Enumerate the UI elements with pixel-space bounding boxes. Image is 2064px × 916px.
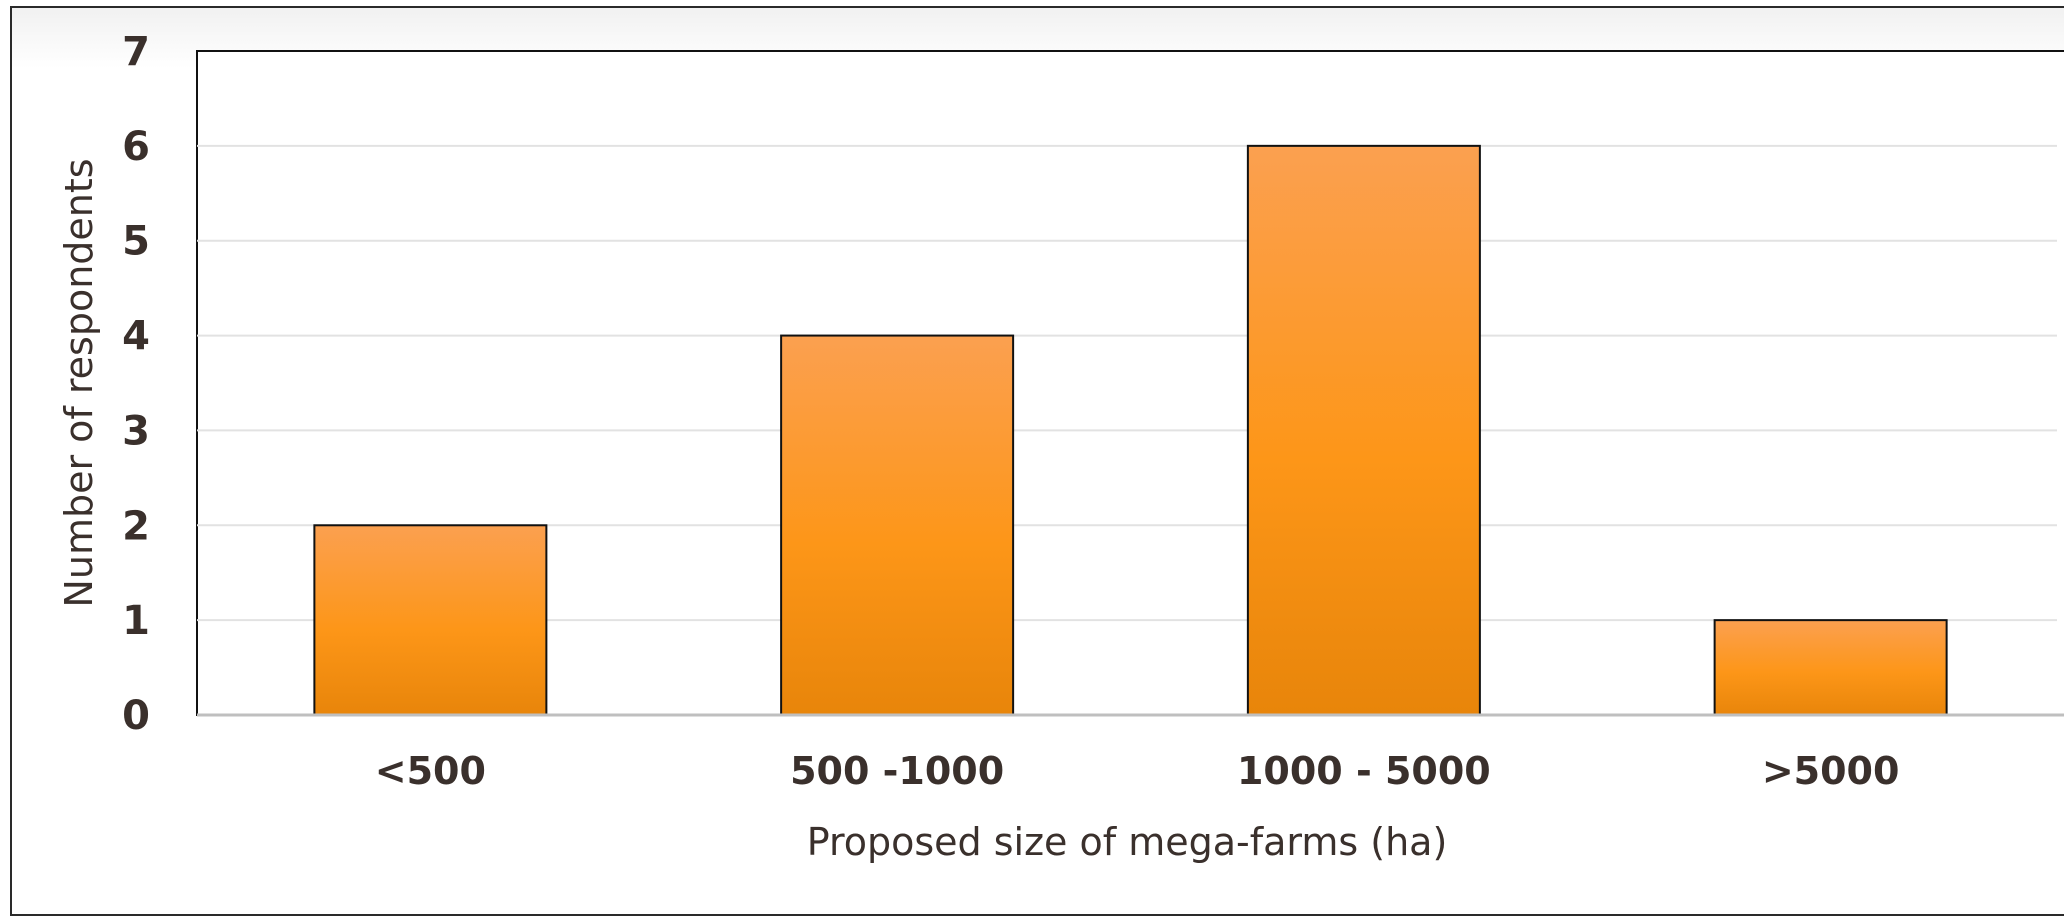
gridlines [197,144,2057,622]
y-tick-label: 5 [122,219,150,265]
y-axis-ticks: 0 1 2 3 4 5 6 7 [122,29,150,739]
x-tick-label: >5000 [1762,749,1900,793]
y-tick-label: 4 [122,314,150,360]
y-tick-label: 3 [122,408,150,454]
y-tick-label: 7 [122,29,150,75]
bar [313,524,548,716]
bar [780,334,1015,716]
y-axis-title: Number of respondents [57,158,101,607]
x-axis-title: Proposed size of mega-farms (ha) [807,820,1448,864]
y-tick-label: 2 [122,503,150,549]
x-axis-ticks: <500 500 -1000 1000 - 5000 >5000 [375,749,1900,793]
x-tick-label: 1000 - 5000 [1237,749,1491,793]
x-tick-label: 500 -1000 [790,749,1004,793]
y-tick-label: 6 [122,124,150,170]
bar [1713,619,1948,717]
x-tick-label: <500 [375,749,486,793]
bar [1246,144,1481,717]
y-tick-label: 1 [122,598,150,644]
bars [313,144,1948,717]
y-tick-label: 0 [122,693,150,739]
